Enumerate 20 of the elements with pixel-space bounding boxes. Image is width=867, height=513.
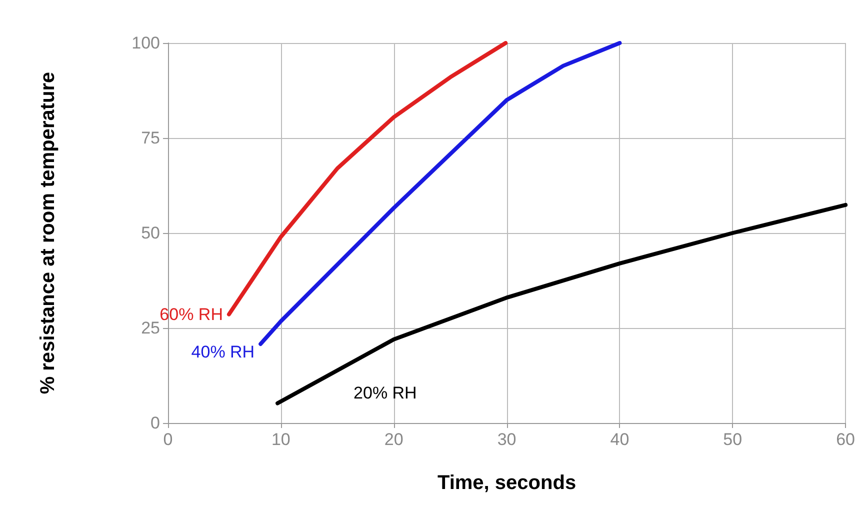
y-tick-label: 100 xyxy=(132,34,160,52)
line-series xyxy=(258,41,622,346)
y-axis-title: % resistance at room temperature xyxy=(37,72,59,394)
x-tick-label: 20 xyxy=(384,430,404,449)
x-tick-label: 0 xyxy=(163,430,173,449)
y-tick-label: 50 xyxy=(141,224,160,242)
x-tick-label: 60 xyxy=(836,430,856,449)
series-label: 20% RH xyxy=(354,384,417,403)
line-series xyxy=(276,202,848,406)
x-axis-title: Time, seconds xyxy=(437,472,576,494)
y-tick-label: 75 xyxy=(141,128,160,148)
x-tick-label: 30 xyxy=(497,430,516,449)
series-label: 60% RH xyxy=(160,304,223,324)
series-label: 40% RH xyxy=(191,342,255,362)
x-tick-label: 40 xyxy=(610,430,630,449)
x-tick-label: 10 xyxy=(271,430,290,449)
y-tick-label: 25 xyxy=(141,318,160,338)
x-tick-label: 50 xyxy=(723,430,742,449)
y-tick-label: 0 xyxy=(150,414,160,432)
line-series xyxy=(226,41,508,316)
